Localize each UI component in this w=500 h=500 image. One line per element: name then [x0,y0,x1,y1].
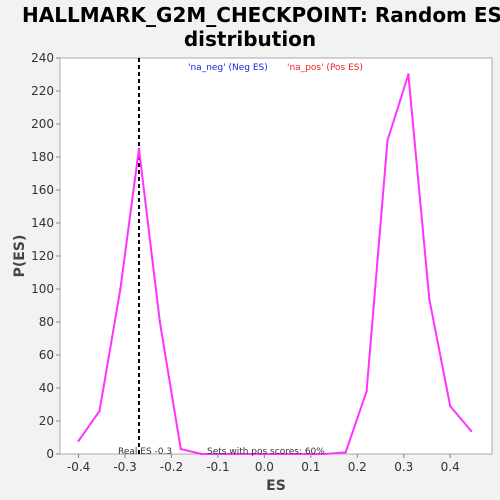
y-tick-label: 240 [31,51,54,65]
y-tick-label: 180 [31,150,54,164]
legend-pos-label: 'na_pos' (Pos ES) [287,63,363,73]
es-distribution-line [77,73,472,455]
x-tick-label: -0.4 [67,460,90,474]
y-axis-label: P(ES) [12,235,28,278]
data-point [98,409,101,413]
y-tick-label: 160 [31,183,54,197]
y-tick-label: 140 [31,216,54,230]
y-tick-label: 60 [39,348,54,362]
plot-area [59,57,493,455]
chart-title-line1: HALLMARK_G2M_CHECKPOINT: Random ES [22,3,500,27]
x-tick-label: 0.3 [394,460,413,474]
series-layer [77,73,473,456]
data-point [137,147,141,150]
data-point [179,447,182,451]
data-point [365,390,368,393]
data-point [407,73,410,76]
x-axis: -0.4 -0.3 -0.2 -0.1 0.0 0.1 0.2 0.3 0.4 [67,454,460,474]
x-tick-label: -0.1 [206,460,229,474]
data-point [386,139,389,142]
y-tick-label: 0 [46,447,54,461]
x-tick-label: -0.3 [113,460,136,474]
y-tick-label: 220 [31,84,54,98]
legend-neg-label: 'na_neg' (Neg ES) [188,63,268,73]
real-es-annotation: Real ES -0.3 [118,447,172,457]
data-point [200,452,203,456]
data-point [77,439,80,442]
x-tick-label: 0.1 [301,460,320,474]
y-tick-label: 100 [31,282,54,296]
data-point [323,452,326,456]
y-axis: 0 20 40 60 80 100 120 140 160 180 200 220 240 [31,51,60,461]
data-point [428,297,431,301]
data-point [448,404,452,408]
data-point [469,429,473,433]
y-tick-label: 40 [39,381,54,395]
x-tick-label: -0.2 [160,460,183,474]
y-tick-label: 80 [39,315,54,329]
x-axis-label: ES [266,478,286,494]
data-point [344,451,347,454]
x-tick-label: 0.2 [348,460,367,474]
chart-title-line2: distribution [184,27,316,51]
data-point [263,452,266,456]
y-tick-label: 20 [39,414,54,428]
data-point [158,320,162,324]
pos-scores-annotation: Sets with pos scores: 60% [207,447,325,457]
data-point [119,287,122,291]
y-tick-label: 120 [31,249,54,263]
x-tick-label: 0.0 [255,460,274,474]
y-tick-label: 200 [31,117,54,131]
x-tick-label: 0.4 [441,460,460,474]
